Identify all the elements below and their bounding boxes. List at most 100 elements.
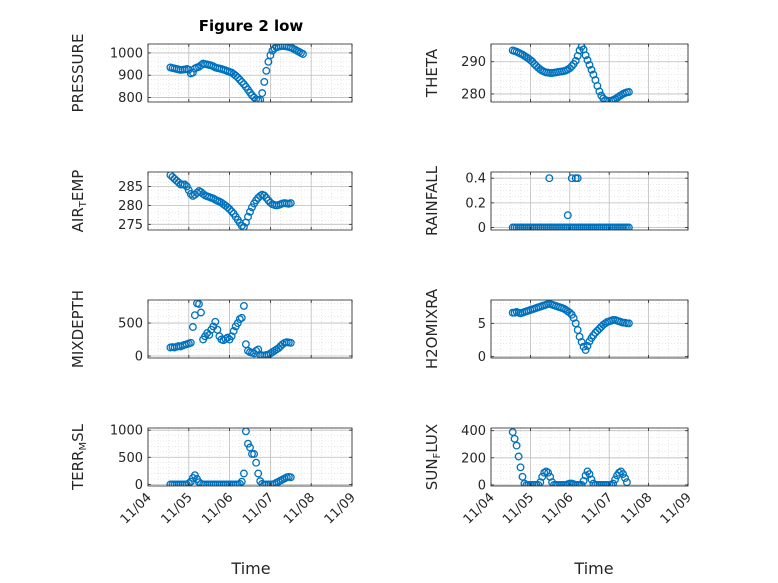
data-point: [603, 96, 612, 102]
data-point: [205, 330, 214, 339]
data-point: [624, 319, 633, 328]
data-point: [528, 57, 537, 66]
data-point: [195, 300, 203, 308]
axes-frame: [147, 299, 353, 359]
y-tick-label: 400: [461, 424, 486, 439]
data-point: [563, 211, 572, 220]
y-tick-label: 0.4: [465, 172, 486, 187]
data-point: [581, 346, 590, 354]
data-point: [188, 323, 197, 331]
axes-frame: [147, 171, 353, 231]
data-point: [581, 471, 590, 480]
data-point: [266, 51, 275, 60]
data-point: [227, 207, 236, 216]
data-point: [239, 301, 248, 310]
data-point: [573, 174, 582, 183]
data-point: [241, 428, 250, 436]
y-tick-label: 1000: [110, 46, 143, 61]
y-tick-label: 290: [461, 55, 486, 70]
data-point: [587, 65, 596, 74]
data-point: [252, 95, 261, 102]
data-point: [611, 475, 620, 484]
axes-frame: [147, 43, 353, 103]
data-point: [244, 212, 252, 221]
axes-background: [491, 172, 688, 230]
axes-frame: [490, 299, 689, 359]
x-tick-label: 11/05: [159, 490, 196, 527]
y-tick-label: 900: [118, 69, 143, 84]
data-point: [239, 223, 248, 230]
data-point: [248, 91, 256, 100]
data-point: [567, 174, 576, 183]
data-point: [545, 174, 554, 183]
y-axis-label-5: MIXDEPTH: [69, 290, 87, 368]
data-point: [244, 439, 252, 448]
y-tick-label: 280: [461, 87, 486, 102]
data-point: [518, 472, 527, 481]
subplot-8: 0 200 400 11/04 11/05 11/06 11/07 11/08 11/09 SUN…: [423, 424, 695, 528]
data-point: [246, 207, 254, 216]
data-point: [229, 327, 238, 335]
data-point: [516, 463, 525, 472]
data-point: [542, 467, 551, 476]
data-point: [223, 203, 232, 212]
data-point: [601, 96, 610, 102]
data-point: [260, 77, 269, 86]
data-point: [235, 75, 244, 84]
subplot-grid: 800 900 1000 PRESSURE 280 290 THETA 275 280 285 AI…: [69, 34, 695, 528]
data-point: [595, 324, 604, 333]
subplot-1: 800 900 1000 PRESSURE: [69, 34, 353, 112]
y-tick-label: 0: [478, 478, 486, 493]
data-point: [225, 205, 234, 214]
series-markers: [166, 300, 295, 358]
data-point: [581, 51, 590, 60]
series-markers: [508, 44, 633, 102]
x-tick-label: 11/05: [500, 490, 537, 527]
data-point: [233, 319, 242, 328]
x-tick-label: 11/09: [658, 490, 695, 527]
data-point: [184, 186, 193, 195]
series-markers: [508, 174, 633, 230]
data-point: [591, 328, 600, 337]
subplot-2: 280 290 THETA: [423, 43, 689, 102]
y-tick-label: 0: [135, 350, 143, 365]
y-tick-label: 500: [118, 451, 143, 466]
data-point: [180, 180, 189, 189]
y-axis-label-4: RAINFALL: [423, 165, 441, 236]
data-point: [250, 450, 259, 458]
data-point: [567, 62, 576, 71]
x-tick-label: 11/08: [281, 490, 318, 527]
x-tick-label: 11/07: [579, 490, 616, 527]
subplot-5: 0 500 MIXDEPTH: [69, 290, 353, 368]
x-tick-label: 11/07: [240, 490, 277, 527]
series-markers: [508, 300, 633, 354]
data-point: [613, 93, 622, 102]
x-tick-label: 11/08: [618, 490, 655, 527]
data-point: [577, 338, 586, 346]
data-point: [231, 71, 240, 80]
x-tick-label: 11/09: [322, 490, 359, 527]
data-point: [274, 344, 283, 353]
data-point: [211, 317, 220, 326]
data-point: [514, 452, 523, 461]
y-tick-label: 500: [118, 317, 143, 332]
data-point: [571, 56, 580, 65]
series-markers: [166, 44, 307, 102]
data-point: [565, 308, 574, 317]
y-tick-label: 0: [478, 221, 486, 236]
data-point: [188, 68, 197, 77]
data-point: [609, 479, 618, 486]
data-point: [619, 470, 627, 479]
subplot-3: 275 280 285 AIRTEMP: [69, 170, 353, 233]
data-point: [233, 73, 242, 82]
y-tick-label: 200: [461, 451, 486, 466]
data-point: [621, 474, 629, 483]
subplot-7: 0 500 1000 11/04 11/05 11/06 11/07 11/08 11/09 TE…: [69, 423, 359, 527]
data-point: [199, 190, 208, 198]
x-tick-label: 11/06: [199, 490, 236, 527]
y-axis-label-7: TERRMSL: [69, 423, 89, 491]
x-tick-label: 11/04: [461, 490, 498, 527]
data-point: [197, 308, 205, 317]
data-point: [583, 56, 592, 65]
